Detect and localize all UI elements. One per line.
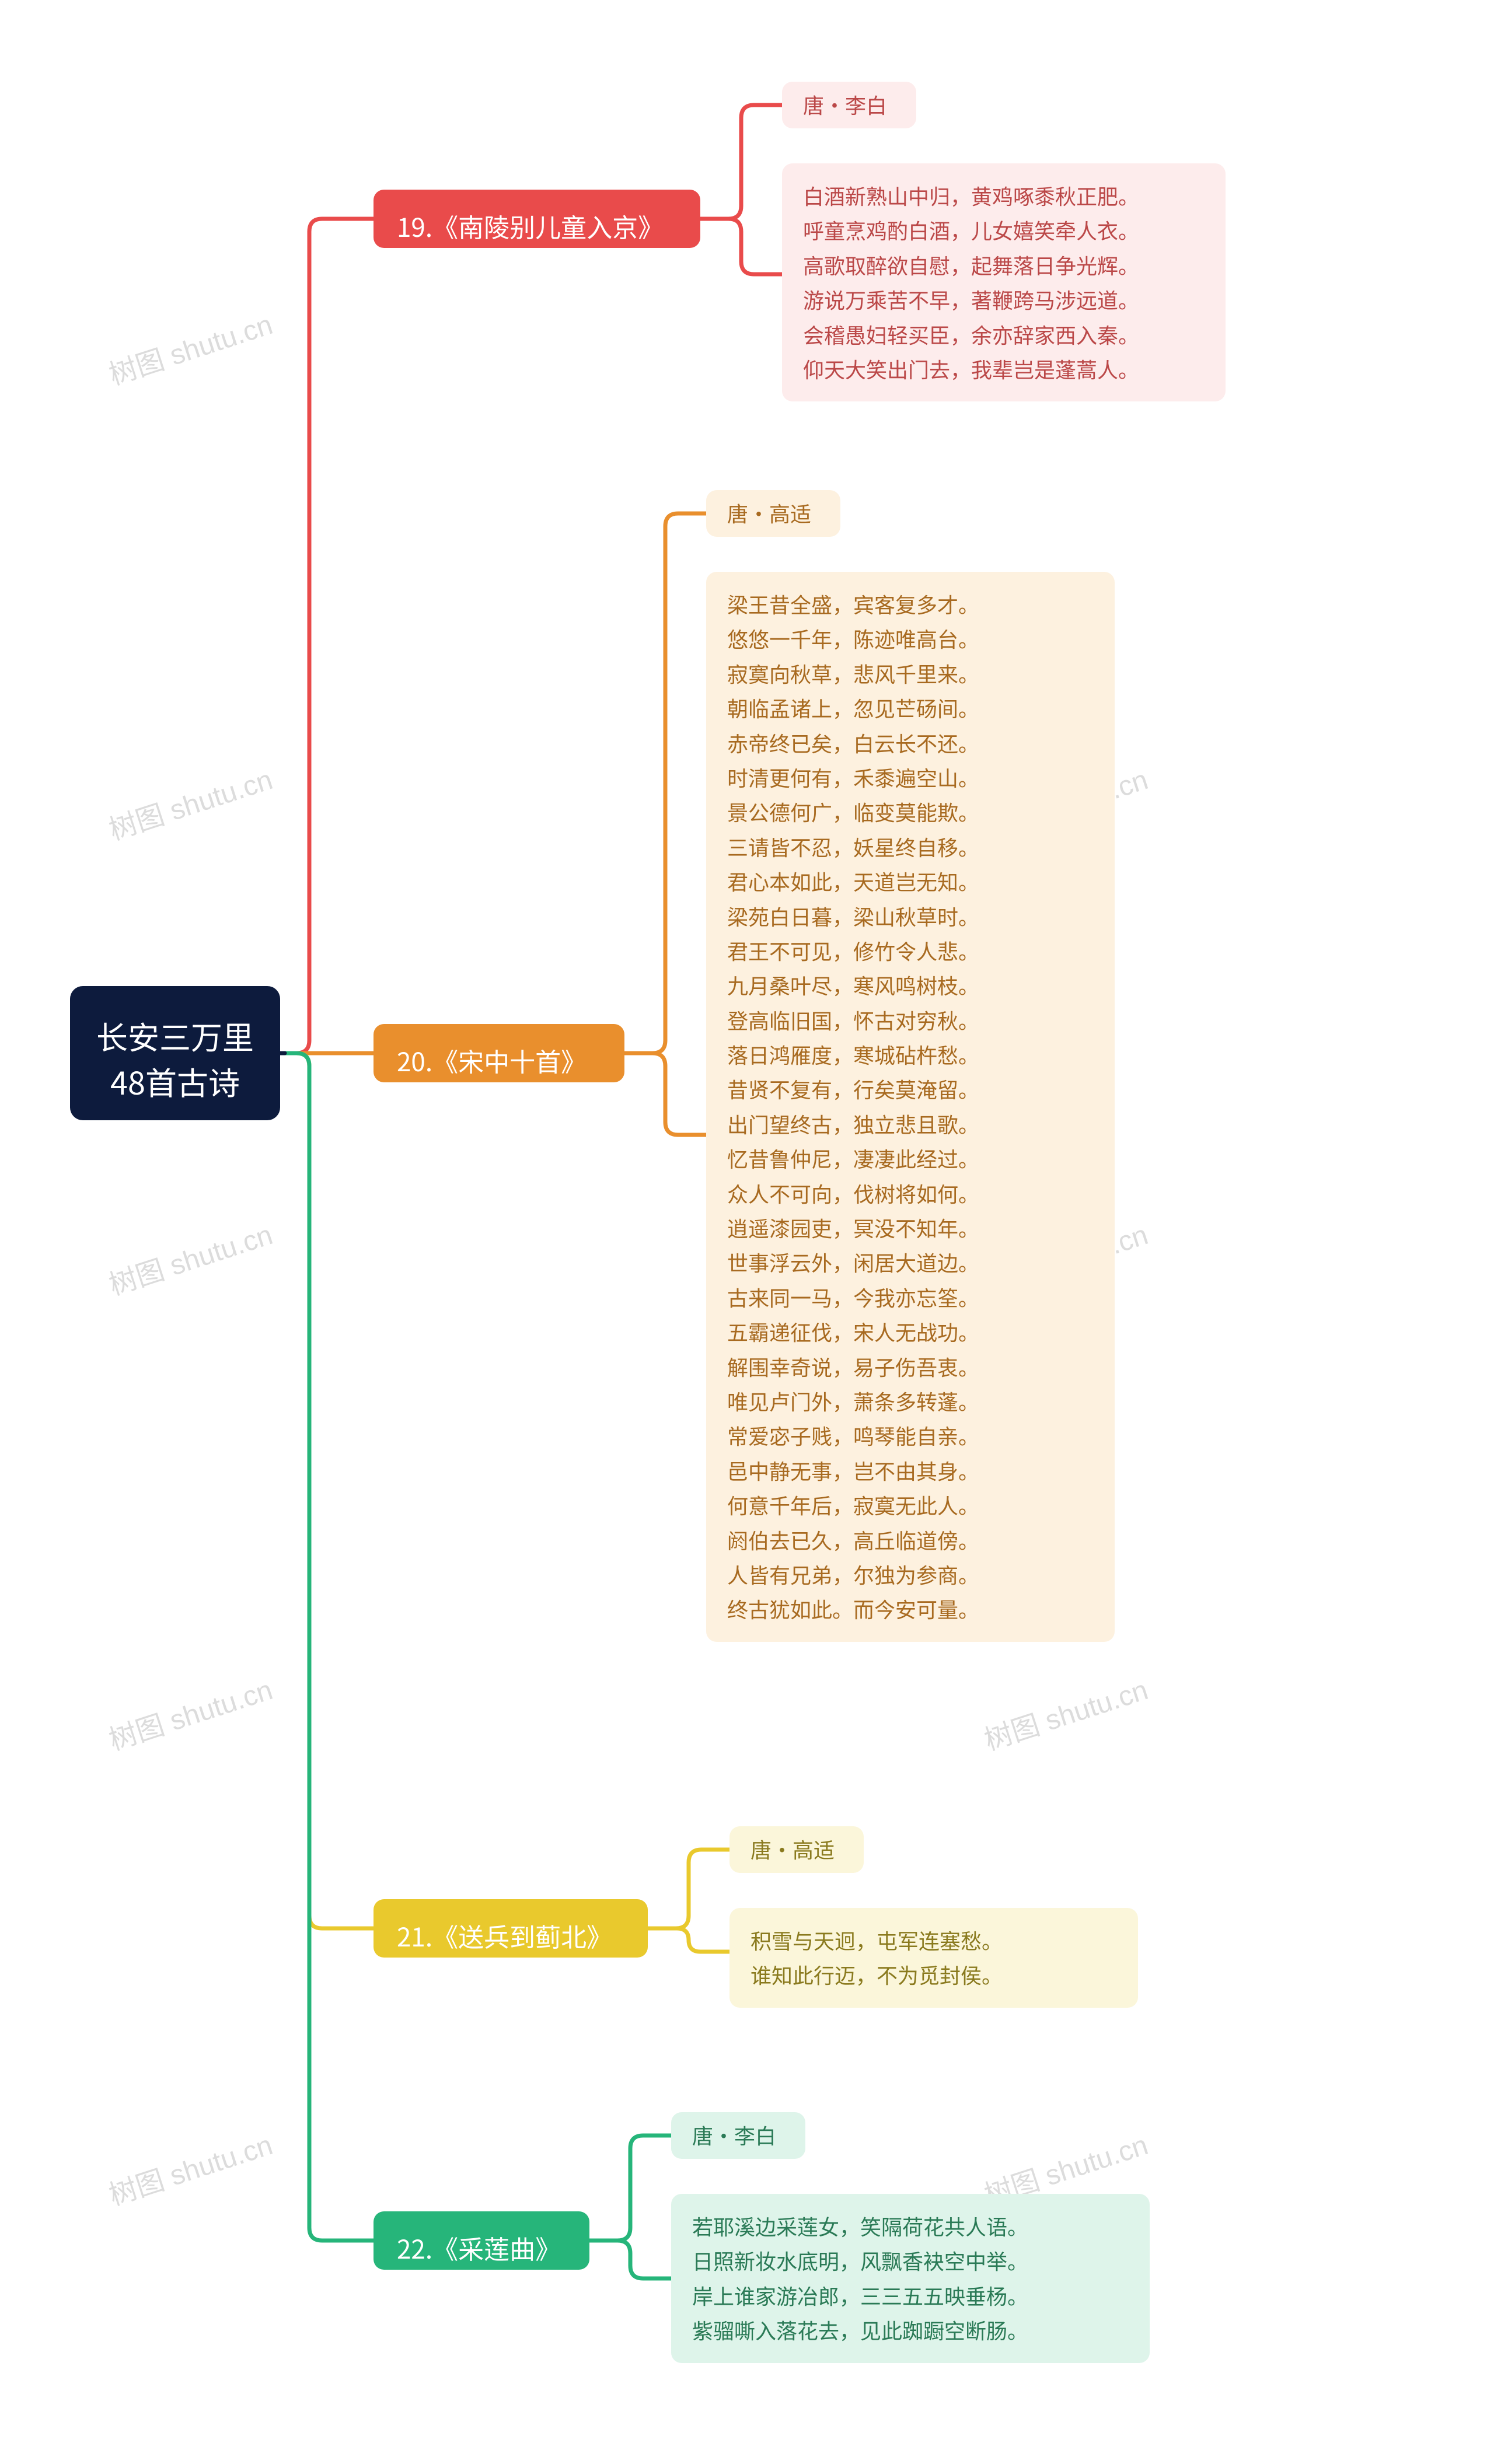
- poem-line: 邑中静无事，岂不由其身。: [727, 1453, 1094, 1488]
- author-leaf: 唐·高适: [706, 490, 840, 537]
- poem-line: 解围幸奇说，易子伤吾衷。: [727, 1350, 1094, 1384]
- poem-line: 岸上谁家游冶郎，三三五五映垂杨。: [692, 2278, 1129, 2313]
- poem-line: 谁知此行迈，不为觅封侯。: [751, 1958, 1117, 1992]
- poem-line: 白酒新熟山中归，黄鸡啄黍秋正肥。: [803, 179, 1205, 213]
- poem-line: 紫骝嘶入落花去，见此踟蹰空断肠。: [692, 2313, 1129, 2347]
- root-line: 长安三万里: [93, 1013, 257, 1058]
- poem-line: 登高临旧国，怀古对穷秋。: [727, 1003, 1094, 1037]
- poem-line: 呼童烹鸡酌白酒，儿女嬉笑牵人衣。: [803, 213, 1205, 247]
- poem-line: 朝临孟诸上，忽见芒砀间。: [727, 691, 1094, 725]
- poem-line: 终古犹如此。而今安可量。: [727, 1592, 1094, 1626]
- poem-line: 忆昔鲁仲尼，凄凄此经过。: [727, 1141, 1094, 1176]
- poem-line: 仰天大笑出门去，我辈岂是蓬蒿人。: [803, 352, 1205, 386]
- poem-line: 积雪与天迥，屯军连塞愁。: [751, 1923, 1117, 1958]
- poem-line: 三请皆不忍，妖星终自移。: [727, 830, 1094, 864]
- watermark: 树图 shutu.cn: [103, 302, 277, 393]
- poem-line: 日照新妆水底明，风飘香袂空中举。: [692, 2243, 1129, 2278]
- watermark: 树图 shutu.cn: [103, 2122, 277, 2213]
- poem-line: 昔贤不复有，行矣莫淹留。: [727, 1072, 1094, 1106]
- watermark: 树图 shutu.cn: [978, 1667, 1152, 1758]
- branch-node: 20.《宋中十首》: [374, 1024, 624, 1082]
- poem-line: 若耶溪边采莲女，笑隔荷花共人语。: [692, 2209, 1129, 2243]
- branch-node: 19.《南陵别儿童入京》: [374, 190, 700, 248]
- poem-line: 寂寞向秋草，悲风千里来。: [727, 656, 1094, 691]
- poem-line: 赤帝终已矣，白云长不还。: [727, 726, 1094, 760]
- author-leaf: 唐·李白: [671, 2112, 805, 2159]
- poem-line: 悠悠一千年，陈迹唯高台。: [727, 621, 1094, 656]
- poem-line: 世事浮云外，闲居大道边。: [727, 1245, 1094, 1280]
- branch-node: 22.《采莲曲》: [374, 2211, 589, 2270]
- watermark: 树图 shutu.cn: [103, 1667, 277, 1758]
- root-line: 48首古诗: [93, 1058, 257, 1104]
- poem-line: 唯见卢门外，萧条多转蓬。: [727, 1384, 1094, 1418]
- poem-line: 出门望终古，独立悲且歌。: [727, 1107, 1094, 1141]
- poem-line: 会稽愚妇轻买臣，余亦辞家西入秦。: [803, 317, 1205, 352]
- poem-line: 梁王昔全盛，宾客复多才。: [727, 587, 1094, 621]
- poem-leaf: 白酒新熟山中归，黄鸡啄黍秋正肥。呼童烹鸡酌白酒，儿女嬉笑牵人衣。高歌取醉欲自慰，…: [782, 163, 1226, 401]
- author-leaf: 唐·李白: [782, 82, 916, 128]
- poem-leaf: 梁王昔全盛，宾客复多才。悠悠一千年，陈迹唯高台。寂寞向秋草，悲风千里来。朝临孟诸…: [706, 572, 1115, 1642]
- author-leaf: 唐·高适: [729, 1826, 864, 1873]
- poem-line: 古来同一马，今我亦忘筌。: [727, 1280, 1094, 1315]
- watermark: 树图 shutu.cn: [103, 757, 277, 848]
- poem-line: 梁苑白日暮，梁山秋草时。: [727, 899, 1094, 934]
- poem-line: 君王不可见，修竹令人悲。: [727, 934, 1094, 968]
- poem-line: 人皆有兄弟，尔独为参商。: [727, 1557, 1094, 1592]
- poem-line: 众人不可向，伐树将如何。: [727, 1176, 1094, 1211]
- root-node: 长安三万里48首古诗: [70, 986, 280, 1120]
- poem-line: 阏伯去已久，高丘临道傍。: [727, 1523, 1094, 1557]
- poem-line: 景公德何广，临变莫能欺。: [727, 795, 1094, 829]
- poem-line: 君心本如此，天道岂无知。: [727, 864, 1094, 899]
- watermark: 树图 shutu.cn: [103, 1212, 277, 1303]
- poem-line: 九月桑叶尽，寒风鸣树枝。: [727, 968, 1094, 1002]
- poem-line: 落日鸿雁度，寒城砧杵愁。: [727, 1037, 1094, 1072]
- branch-node: 21.《送兵到蓟北》: [374, 1899, 648, 1958]
- poem-leaf: 若耶溪边采莲女，笑隔荷花共人语。日照新妆水底明，风飘香袂空中举。岸上谁家游冶郎，…: [671, 2194, 1150, 2363]
- poem-line: 时清更何有，禾黍遍空山。: [727, 760, 1094, 795]
- poem-line: 常爱宓子贱，鸣琴能自亲。: [727, 1418, 1094, 1453]
- poem-leaf: 积雪与天迥，屯军连塞愁。谁知此行迈，不为觅封侯。: [729, 1908, 1138, 2008]
- poem-line: 五霸递征伐，宋人无战功。: [727, 1315, 1094, 1349]
- poem-line: 高歌取醉欲自慰，起舞落日争光辉。: [803, 248, 1205, 282]
- mindmap-canvas: 树图 shutu.cn 树图 shutu.cn 树图 shutu.cn 树图 shut…: [0, 0, 1494, 2464]
- poem-line: 游说万乘苦不早，著鞭跨马涉远道。: [803, 282, 1205, 317]
- poem-line: 何意千年后，寂寞无此人。: [727, 1488, 1094, 1522]
- poem-line: 逍遥漆园吏，冥没不知年。: [727, 1211, 1094, 1245]
